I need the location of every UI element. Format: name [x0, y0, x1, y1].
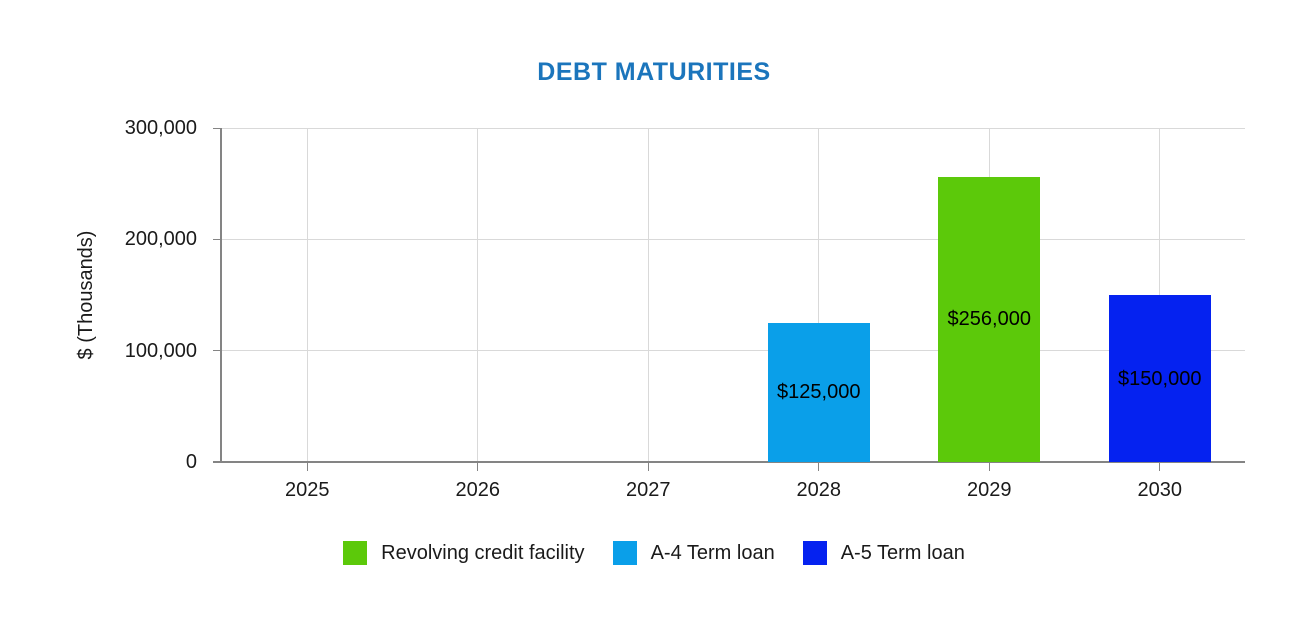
legend-item-label: A-4 Term loan [650, 542, 775, 564]
y-tick-mark [213, 127, 222, 129]
bar-2030 [1108, 295, 1211, 462]
y-axis-line [220, 128, 222, 462]
bar-2028 [767, 322, 870, 462]
y-tick-label: 100,000 [124, 339, 197, 362]
v-gridline [306, 128, 308, 462]
bar-data-label-2028: $125,000 [777, 381, 861, 404]
legend-swatch-icon [802, 541, 827, 565]
y-tick-label: 0 [185, 451, 197, 473]
legend-swatch-icon [343, 541, 368, 565]
legend-item: A-5 Term loan [802, 539, 965, 567]
legend-item: Revolving credit facility [343, 539, 585, 567]
y-tick-label: 300,000 [124, 117, 197, 139]
bar-2029 [938, 176, 1041, 462]
legend-swatch-icon [612, 541, 637, 565]
h-gridline [222, 238, 1245, 240]
legend: Revolving credit facility A-4 Term loan A-… [0, 539, 1308, 567]
v-gridline [477, 128, 479, 462]
x-tick-label-2026: 2026 [455, 479, 501, 501]
x-tick-mark [818, 462, 820, 471]
bar-data-label-2030: $150,000 [1118, 367, 1202, 390]
h-gridline [222, 350, 1245, 352]
x-tick-mark [647, 462, 649, 471]
h-gridline [222, 127, 1245, 129]
v-gridline [647, 128, 649, 462]
y-tick-label: 200,000 [124, 228, 197, 251]
legend-item-label: Revolving credit facility [381, 542, 585, 564]
legend-item: A-4 Term loan [612, 539, 775, 567]
x-tick-label-2025: 2025 [285, 479, 330, 501]
legend-item-label: A-5 Term loan [840, 542, 965, 564]
x-tick-label-2027: 2027 [626, 479, 671, 501]
y-tick-mark [213, 238, 222, 240]
y-axis-title: $ (Thousands) [75, 230, 97, 360]
x-axis-line [213, 461, 1245, 463]
v-gridline [818, 128, 820, 462]
x-tick-mark [306, 462, 308, 471]
x-tick-mark [1159, 462, 1161, 471]
bar-data-label-2029: $256,000 [947, 308, 1031, 331]
x-tick-label-2030: 2030 [1137, 479, 1183, 501]
x-tick-mark [988, 462, 990, 471]
y-tick-mark [213, 350, 222, 352]
x-tick-mark [477, 462, 479, 471]
x-tick-label-2028: 2028 [796, 479, 842, 501]
x-tick-label-2029: 2029 [967, 479, 1012, 501]
chart-title: DEBT MATURITIES [537, 58, 771, 86]
